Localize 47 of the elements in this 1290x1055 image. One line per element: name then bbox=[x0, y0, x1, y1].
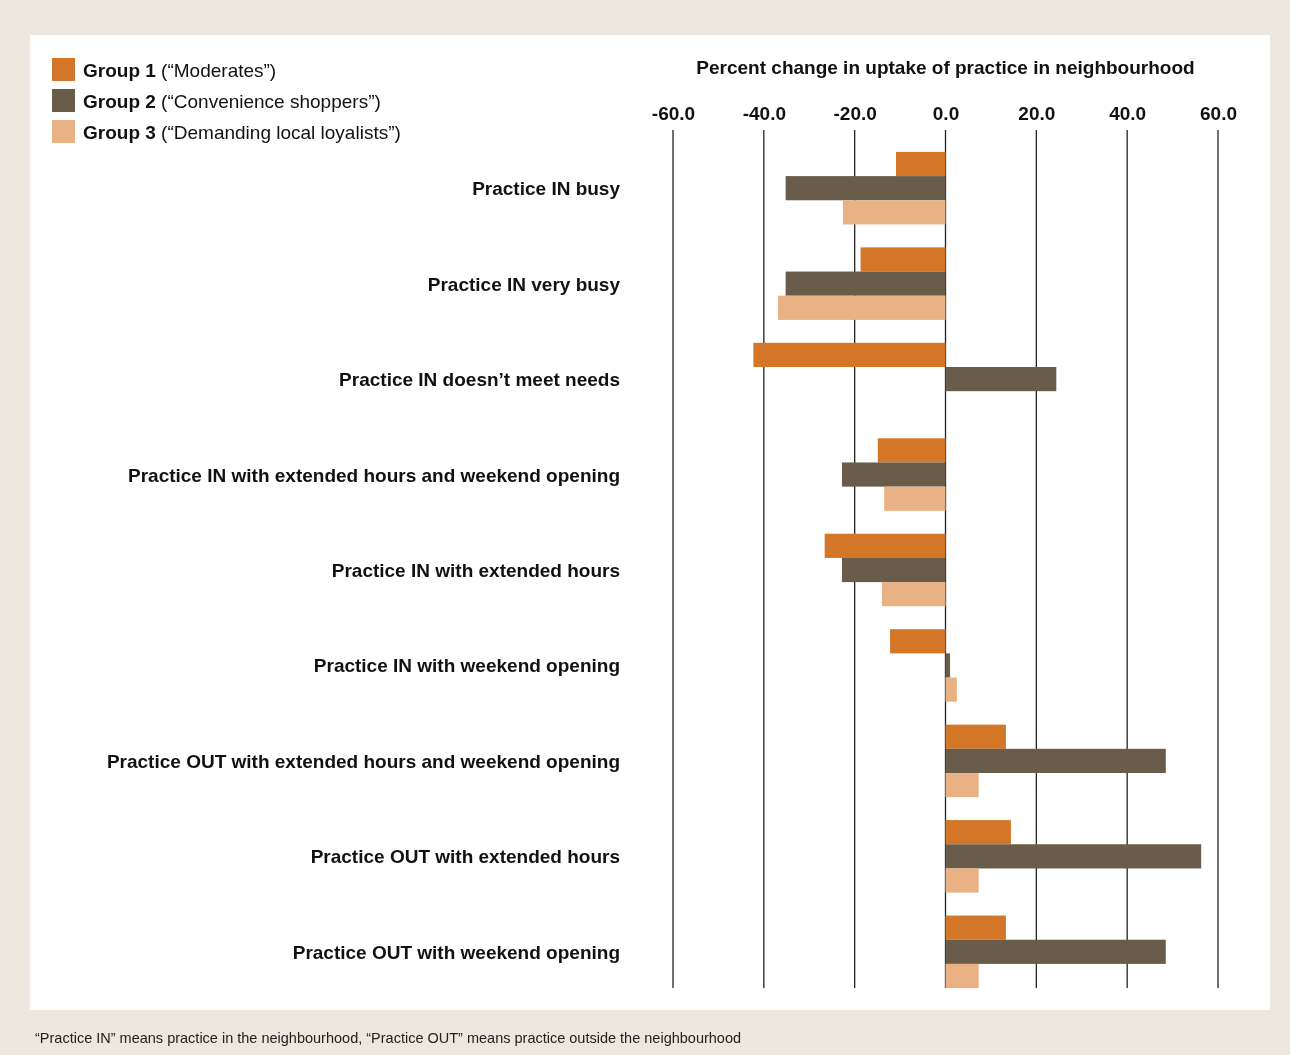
legend-label: Group 1 (“Moderates”) bbox=[83, 60, 277, 81]
bar bbox=[945, 844, 1202, 869]
x-tick-label: 20.0 bbox=[1018, 103, 1056, 124]
bar bbox=[890, 629, 946, 654]
bar bbox=[785, 176, 946, 201]
bar bbox=[777, 295, 946, 320]
bar bbox=[945, 773, 979, 798]
bar bbox=[881, 582, 946, 607]
bar bbox=[945, 963, 979, 989]
bar bbox=[842, 200, 946, 225]
x-tick-label: -20.0 bbox=[833, 103, 877, 124]
bar bbox=[945, 748, 1166, 773]
bar bbox=[753, 342, 946, 367]
bar bbox=[841, 557, 946, 583]
bar bbox=[896, 151, 946, 177]
legend-label: Group 3 (“Demanding local loyalists”) bbox=[83, 122, 401, 143]
y-tick-label: Practice IN with extended hours and weekend opening bbox=[128, 464, 620, 486]
y-tick-label: Practice IN busy bbox=[472, 178, 621, 200]
bar bbox=[945, 820, 1011, 845]
bar bbox=[945, 367, 1057, 392]
x-axis-title: Percent change in uptake of practice in neighbourhood bbox=[696, 57, 1195, 78]
x-tick-label: -60.0 bbox=[651, 103, 696, 124]
bar bbox=[945, 868, 979, 893]
y-tick-label: Practice OUT with extended hours and weekend opening bbox=[106, 750, 620, 772]
bar bbox=[945, 915, 1006, 940]
bar bbox=[945, 724, 1006, 749]
x-tick-label: 0.0 bbox=[932, 103, 960, 124]
bar bbox=[945, 939, 1166, 964]
y-tick-label: Practice IN doesn’t meet needs bbox=[339, 369, 620, 391]
x-tick-label: 40.0 bbox=[1109, 103, 1147, 124]
bar bbox=[877, 438, 946, 463]
y-tick-label: Practice OUT with extended hours bbox=[310, 846, 620, 868]
x-tick-label: -40.0 bbox=[742, 103, 786, 124]
y-tick-label: Practice OUT with weekend opening bbox=[292, 941, 620, 963]
legend-label: Group 2 (“Convenience shoppers”) bbox=[83, 91, 381, 112]
bar bbox=[945, 653, 951, 678]
bar bbox=[884, 486, 946, 511]
y-tick-label: Practice IN with extended hours bbox=[331, 560, 620, 581]
bar bbox=[841, 462, 946, 487]
y-tick-label: Practice IN with weekend opening bbox=[313, 655, 620, 677]
text: “Practice IN” means practice in the neighbourhood, “Practice OUT” means practice outside the neighbourhood bbox=[35, 1030, 742, 1046]
bar bbox=[860, 247, 946, 272]
bar bbox=[824, 533, 946, 558]
bar bbox=[785, 271, 946, 296]
bar bbox=[945, 677, 957, 702]
x-tick-label: 60.0 bbox=[1200, 103, 1237, 124]
y-tick-label: Practice IN very busy bbox=[427, 273, 621, 295]
